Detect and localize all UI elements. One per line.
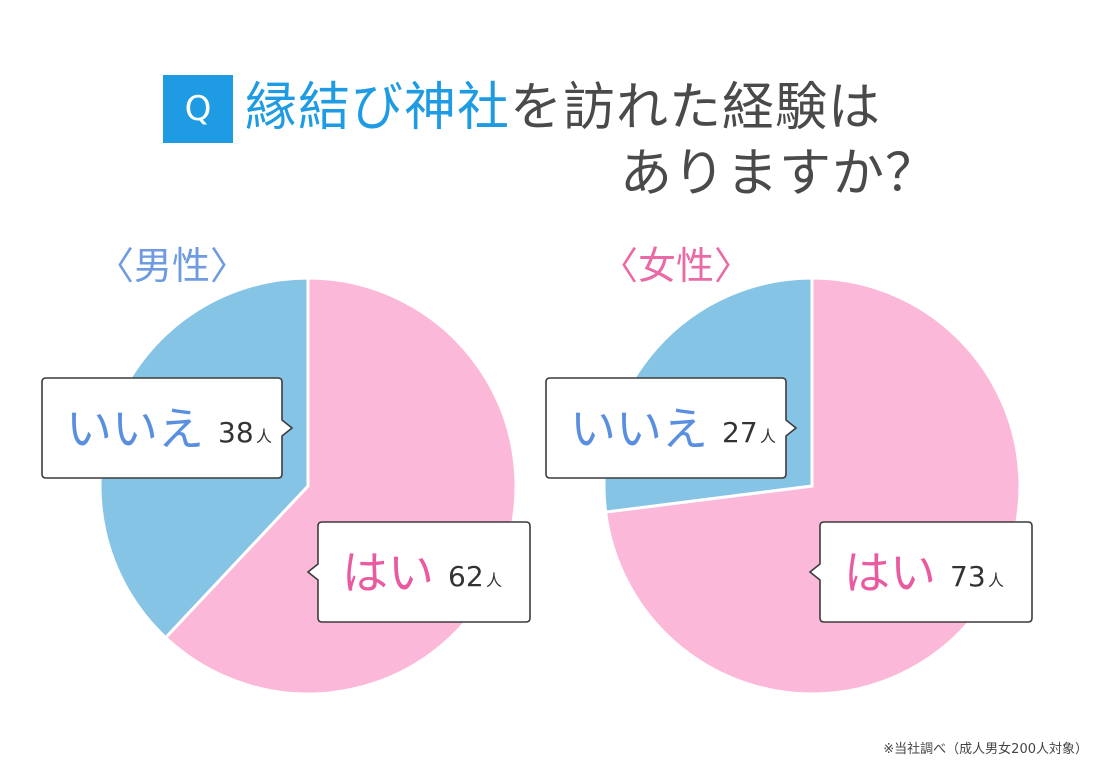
slice-unit-no-women: 人 [760,427,776,446]
chart-title-men: 〈男性〉 [96,244,249,288]
slice-label-no-women: いいえ [570,402,708,456]
chart-title-women: 〈女性〉 [600,244,753,288]
slice-value-yes-men: 62 [448,560,484,593]
slice-label-no-men: いいえ [66,402,204,456]
slice-unit-yes-women: 人 [988,571,1004,590]
footnote: ※当社調べ（成人男女200人対象） [883,742,1088,757]
callout-box-no-men [41,377,294,479]
slice-label-yes-women: はい [844,546,936,600]
callout-yes-women: はい 73 人 [808,521,1033,623]
page-title-line-1: 縁結び神社を訪れた経験は [245,76,881,140]
title-rest: を訪れた経験は [510,78,882,138]
callout-box-no-women [545,377,798,479]
slice-unit-yes-men: 人 [486,571,502,590]
callout-no-women: いいえ 27 人 [545,377,798,479]
slice-value-no-women: 27 [722,416,758,449]
slice-value-yes-women: 73 [950,560,986,593]
question-badge: Q [163,75,233,143]
page-title-line-2: ありますか？ [620,144,939,204]
slice-unit-no-men: 人 [256,427,272,446]
title-accent: 縁結び神社 [245,78,511,138]
callout-box-yes-men [306,521,531,623]
callout-box-yes-women [808,521,1033,623]
callout-no-men: いいえ 38 人 [41,377,294,479]
slice-label-yes-men: はい [342,546,434,600]
slice-value-no-men: 38 [218,416,254,449]
callout-yes-men: はい 62 人 [306,521,531,623]
